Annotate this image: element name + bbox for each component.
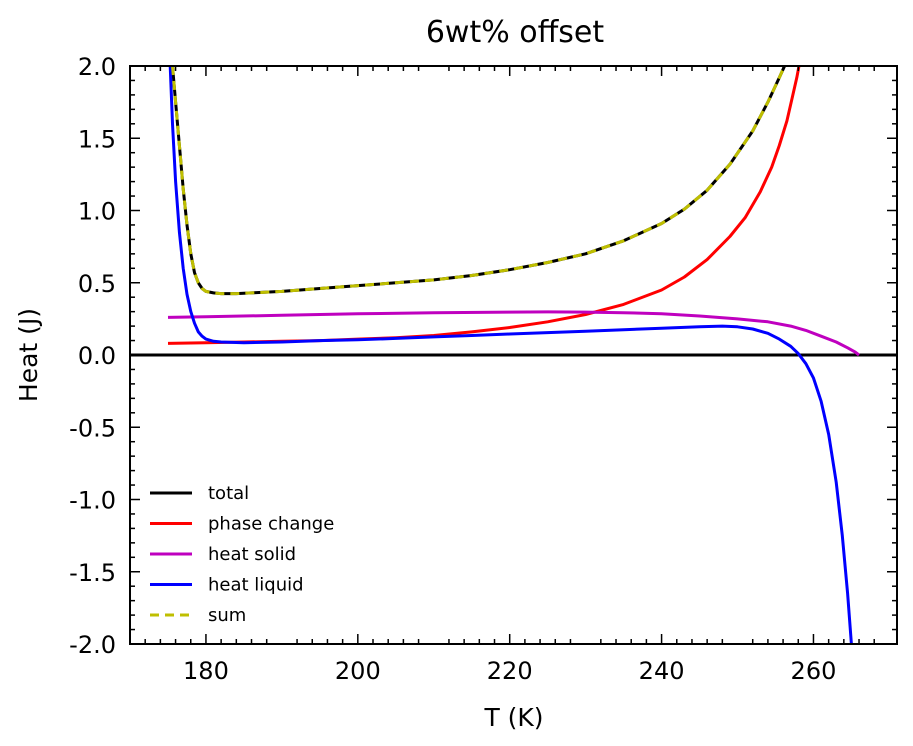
legend-label-total: total bbox=[208, 483, 249, 504]
y-tick-label: 0.0 bbox=[78, 342, 116, 370]
x-tick-label: 220 bbox=[487, 657, 533, 685]
x-tick-label: 260 bbox=[791, 657, 837, 685]
tick-layer bbox=[130, 65, 897, 645]
x-tick-label: 200 bbox=[335, 657, 381, 685]
y-tick-label: 1.0 bbox=[78, 198, 116, 226]
legend-label-phase-change: phase change bbox=[208, 514, 334, 535]
series-line-heat-liquid bbox=[168, 66, 853, 644]
series-line-phase-change bbox=[167, 66, 801, 345]
y-tick-label: 0.5 bbox=[78, 270, 116, 298]
x-tick-label: 240 bbox=[639, 657, 685, 685]
legend-label-heat-solid: heat solid bbox=[208, 544, 296, 565]
x-tick-label: 180 bbox=[183, 657, 229, 685]
series-line-sum bbox=[171, 66, 786, 296]
y-tick-label: 2.0 bbox=[78, 53, 116, 81]
x-axis-label: T (K) bbox=[483, 703, 543, 732]
series-line-heat-solid bbox=[167, 310, 860, 357]
chart-title: 6wt% offset bbox=[426, 15, 605, 50]
y-tick-label: -1.5 bbox=[69, 559, 116, 587]
y-axis-label: Heat (J) bbox=[14, 308, 43, 402]
y-tick-label: -0.5 bbox=[69, 414, 116, 442]
y-tick-label: -2.0 bbox=[69, 631, 116, 659]
legend: total phase change heat solid heat liquid su… bbox=[150, 483, 334, 626]
legend-label-sum: sum bbox=[208, 605, 246, 626]
y-tick-label: 1.5 bbox=[78, 125, 116, 153]
series-layer bbox=[167, 66, 860, 644]
series-line-total bbox=[171, 66, 786, 296]
y-tick-label: -1.0 bbox=[69, 487, 116, 515]
legend-label-heat-liquid: heat liquid bbox=[208, 575, 304, 596]
tick-label-layer: 180 200 220 240 260 -2.0 -1.5 -1.0 -0.5 0.0 0.5 1.0… bbox=[69, 53, 836, 685]
